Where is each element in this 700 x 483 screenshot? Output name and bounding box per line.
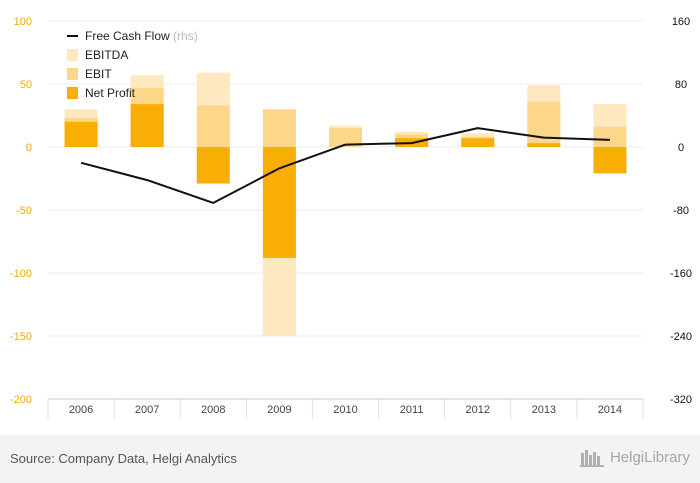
net-profit-bar: [196, 147, 230, 184]
net-profit-bar: [262, 147, 296, 258]
net-profit-bar: [593, 147, 627, 174]
legend-label-free-cash-flow: Free Cash Flow (rhs): [85, 29, 198, 43]
brand-name: HelgiLibrary: [609, 448, 690, 466]
legend-label-suffix: (rhs): [170, 29, 198, 43]
left-axis-tick-label: 0: [26, 142, 32, 154]
ebit-bar: [196, 105, 230, 147]
x-axis-tick-label: 2013: [532, 404, 556, 416]
right-axis-tick-label: -320: [670, 394, 692, 406]
left-axis-tick-label: -100: [10, 268, 32, 280]
chart-svg: 100 50 0 -50 -100 -150 -200 160 80 0 -80 -160 -240 -3…: [10, 16, 692, 419]
legend-label-net-profit: Net Profit: [85, 86, 136, 100]
left-axis-tick-label: -200: [10, 394, 32, 406]
right-axis-tick-label: 80: [675, 79, 687, 91]
left-axis-tick-label: -50: [16, 205, 32, 217]
legend-marker-ebit: [67, 68, 78, 80]
ebit-bar: [593, 126, 627, 147]
x-axis-tick-label: 2008: [201, 404, 225, 416]
right-axis-tick-label: -160: [670, 268, 692, 280]
x-axis-tick-label: 2012: [465, 404, 489, 416]
legend-label-ebit: EBIT: [85, 67, 112, 81]
legend-label-ebitda: EBITDA: [85, 48, 128, 62]
net-profit-bar: [527, 143, 561, 147]
x-axis-tick-label: 2006: [69, 404, 93, 416]
ebit-bar: [262, 109, 296, 147]
right-axis-tick-label: -240: [670, 331, 692, 343]
right-axis-tick-label: 160: [672, 16, 690, 28]
left-axis-tick-label: 50: [20, 79, 32, 91]
net-profit-bar: [461, 138, 495, 147]
brand-logo[interactable]: HelgiLibrary: [579, 447, 690, 467]
ebit-bar: [329, 128, 362, 147]
x-axis-tick-label: 2009: [267, 404, 291, 416]
x-axis-tick-label: 2007: [135, 404, 159, 416]
source-note: Source: Company Data, Helgi Analytics: [10, 451, 237, 466]
ebit-bar: [527, 101, 561, 147]
legend-marker-ebitda: [67, 49, 78, 61]
left-axis-tick-label: 100: [14, 16, 32, 28]
x-axis-tick-label: 2011: [400, 404, 424, 416]
x-axis-tick-label: 2010: [333, 404, 357, 416]
free-cash-flow-line: [80, 127, 610, 204]
right-axis-tick-label: -80: [673, 205, 689, 217]
legend-marker-net-profit: [67, 87, 78, 99]
right-axis-tick-label: 0: [678, 142, 684, 154]
net-profit-bar: [130, 104, 164, 147]
library-icon: [579, 450, 604, 467]
net-profit-bar: [64, 121, 98, 147]
left-axis-tick-label: -150: [10, 331, 32, 343]
footer: Source: Company Data, Helgi Analytics He…: [0, 435, 700, 483]
x-axis-tick-label: 2014: [598, 404, 622, 416]
